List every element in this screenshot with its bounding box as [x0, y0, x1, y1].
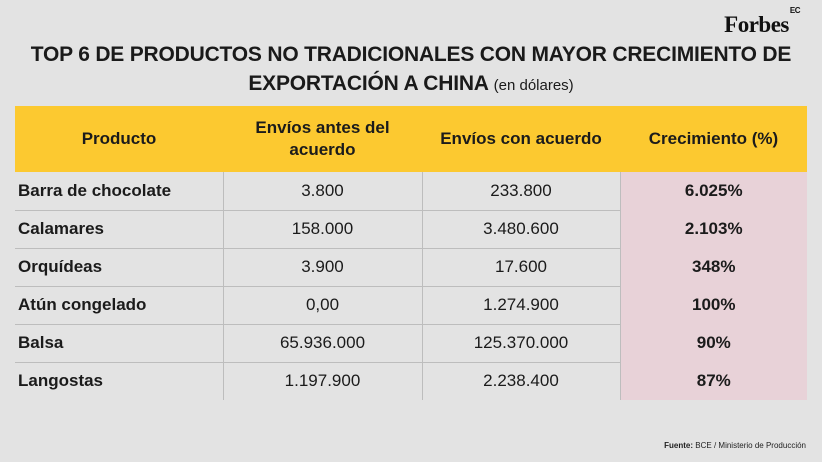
cell-crecimiento: 6.025% [620, 172, 807, 211]
cell-con: 125.370.000 [422, 324, 621, 363]
table-row: Atún congelado 0,00 1.274.900 100% [15, 286, 807, 325]
brand-name: Forbes [724, 12, 789, 37]
table-row: Orquídeas 3.900 17.600 348% [15, 248, 807, 287]
cell-con: 233.800 [422, 172, 621, 211]
cell-antes: 65.936.000 [223, 324, 423, 363]
table-row: Langostas 1.197.900 2.238.400 87% [15, 362, 807, 400]
cell-antes: 158.000 [223, 210, 423, 249]
title-main: TOP 6 DE PRODUCTOS NO TRADICIONALES CON … [30, 43, 792, 95]
header-producto: Producto [15, 106, 223, 172]
title-subtitle: (en dólares) [493, 77, 574, 94]
cell-producto: Langostas [15, 362, 224, 400]
header-crecimiento: Crecimiento (%) [620, 106, 807, 172]
cell-antes: 3.800 [223, 172, 423, 211]
cell-con: 17.600 [422, 248, 621, 287]
cell-producto: Calamares [15, 210, 224, 249]
cell-producto: Barra de chocolate [15, 172, 224, 211]
header-envios-antes: Envíos antes del acuerdo [223, 106, 422, 172]
cell-con: 3.480.600 [422, 210, 621, 249]
exports-table: Producto Envíos antes del acuerdo Envíos… [15, 106, 807, 400]
source-note: Fuente: BCE / Ministerio de Producción [664, 441, 806, 450]
table-row: Balsa 65.936.000 125.370.000 90% [15, 324, 807, 363]
cell-crecimiento: 100% [620, 286, 807, 325]
cell-crecimiento: 90% [620, 324, 807, 363]
table-row: Barra de chocolate 3.800 233.800 6.025% [15, 172, 807, 211]
cell-crecimiento: 87% [620, 362, 807, 400]
cell-producto: Atún congelado [15, 286, 224, 325]
cell-producto: Orquídeas [15, 248, 224, 287]
cell-con: 2.238.400 [422, 362, 621, 400]
cell-crecimiento: 348% [620, 248, 807, 287]
header-envios-con: Envíos con acuerdo [422, 106, 620, 172]
brand-edition: EC [789, 6, 801, 16]
cell-antes: 0,00 [223, 286, 423, 325]
page-title: TOP 6 DE PRODUCTOS NO TRADICIONALES CON … [0, 40, 822, 100]
cell-crecimiento: 2.103% [620, 210, 807, 249]
source-label: Fuente: [664, 441, 694, 450]
forbes-logo: ForbesEC [724, 6, 800, 38]
cell-con: 1.274.900 [422, 286, 621, 325]
cell-antes: 1.197.900 [223, 362, 423, 400]
table-row: Calamares 158.000 3.480.600 2.103% [15, 210, 807, 249]
source-text: BCE / Ministerio de Producción [695, 441, 806, 450]
cell-antes: 3.900 [223, 248, 423, 287]
table-header-row: Producto Envíos antes del acuerdo Envíos… [15, 106, 807, 172]
cell-producto: Balsa [15, 324, 224, 363]
